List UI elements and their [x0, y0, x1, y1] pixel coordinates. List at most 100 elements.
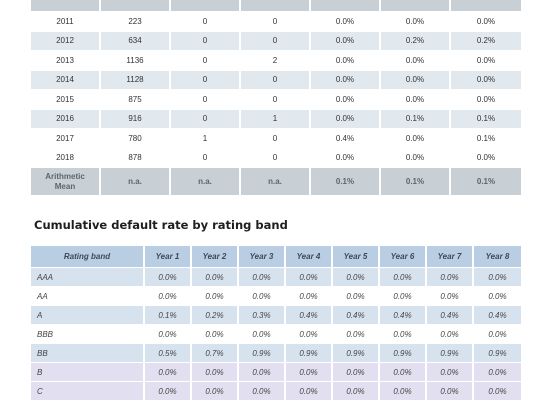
rate-cell: 0.0%	[239, 382, 286, 401]
count-cell: 916	[101, 109, 171, 129]
rating-band-cell: BBB	[31, 325, 145, 344]
rate-cell: 0.0%	[239, 363, 286, 382]
rate-cell: 0.0%	[474, 287, 521, 306]
rate-cell: 0.0%	[311, 148, 381, 168]
table-row: 2016 916 0 1 0.0% 0.1% 0.1%	[31, 109, 521, 129]
table-row: AA 0.0% 0.0% 0.0% 0.0% 0.0% 0.0% 0.0% 0.…	[31, 287, 521, 306]
rate-cell: 0.0%	[286, 268, 333, 287]
count-cell: 223	[101, 12, 171, 32]
table-row: C 0.0% 0.0% 0.0% 0.0% 0.0% 0.0% 0.0% 0.0…	[31, 382, 521, 401]
rate-cell: 0.4%	[380, 306, 427, 325]
rate-cell: 0.9%	[474, 344, 521, 363]
arithmetic-mean-row: Arithmetic Mean n.a. n.a. n.a. 0.1% 0.1%…	[31, 168, 521, 196]
rate-cell: 0.3%	[239, 306, 286, 325]
rate-cell: 0.0%	[192, 325, 239, 344]
column-header-year-6: Year 6	[380, 246, 427, 268]
rate-cell: 0.0%	[381, 51, 451, 71]
value-cell: 0	[171, 109, 241, 129]
rate-cell: 0.0%	[451, 90, 521, 110]
count-cell: 878	[101, 148, 171, 168]
table-row: 2011 223 0 0 0.0% 0.0% 0.0%	[31, 12, 521, 32]
rate-cell: 0.9%	[427, 344, 474, 363]
table-row: AAA 0.0% 0.0% 0.0% 0.0% 0.0% 0.0% 0.0% 0…	[31, 268, 521, 287]
rating-band-cell: BB	[31, 344, 145, 363]
rate-cell: 0.0%	[239, 268, 286, 287]
table-row: 2012 634 0 0 0.0% 0.2% 0.2%	[31, 31, 521, 51]
rate-cell: 0.0%	[427, 363, 474, 382]
year-cell: 2014	[31, 70, 101, 90]
rate-cell: 0.1%	[451, 129, 521, 149]
table-row: BB 0.5% 0.7% 0.9% 0.9% 0.9% 0.9% 0.9% 0.…	[31, 344, 521, 363]
year-cell: 2011	[31, 12, 101, 32]
rate-cell: 0.5%	[145, 344, 192, 363]
rate-cell: 0.0%	[451, 70, 521, 90]
rate-cell: 0.0%	[451, 51, 521, 71]
value-cell: 0	[171, 90, 241, 110]
mean-label-line1: Arithmetic	[45, 171, 85, 181]
value-cell: 0	[171, 51, 241, 71]
rate-cell: 0.2%	[381, 31, 451, 51]
rate-cell: 0.0%	[380, 382, 427, 401]
rate-cell: 0.0%	[451, 148, 521, 168]
rate-cell: 0.0%	[286, 287, 333, 306]
rate-cell: 0.1%	[451, 109, 521, 129]
rate-cell: 0.4%	[286, 306, 333, 325]
rate-cell: 0.9%	[239, 344, 286, 363]
rate-cell: 0.0%	[192, 363, 239, 382]
rate-cell: 0.0%	[311, 70, 381, 90]
value-cell: 0	[241, 12, 311, 32]
rate-cell: 0.0%	[192, 287, 239, 306]
rate-cell: 0.0%	[333, 268, 380, 287]
year-cell: 2015	[31, 90, 101, 110]
rate-cell: 0.7%	[192, 344, 239, 363]
table-row: 2015 875 0 0 0.0% 0.0% 0.0%	[31, 90, 521, 110]
column-header-year-1: Year 1	[145, 246, 192, 268]
count-cell: 1136	[101, 51, 171, 71]
mean-cell: 0.1%	[381, 168, 451, 196]
column-header-year-5: Year 5	[333, 246, 380, 268]
table-row: 2013 1136 0 2 0.0% 0.0% 0.0%	[31, 51, 521, 71]
rate-cell: 0.0%	[427, 325, 474, 344]
rate-cell: 0.4%	[474, 306, 521, 325]
rate-cell: 0.0%	[286, 382, 333, 401]
section-title: Cumulative default rate by rating band	[34, 218, 288, 232]
rating-band-cell: AAA	[31, 268, 145, 287]
rate-cell: 0.0%	[333, 287, 380, 306]
column-header-year-4: Year 4	[286, 246, 333, 268]
value-cell: 0	[241, 70, 311, 90]
value-cell: 0	[241, 31, 311, 51]
value-cell: 0	[171, 31, 241, 51]
rate-cell: 0.0%	[380, 325, 427, 344]
count-cell: 634	[101, 31, 171, 51]
rate-cell: 0.0%	[311, 109, 381, 129]
value-cell: 1	[241, 109, 311, 129]
rate-cell: 0.9%	[333, 344, 380, 363]
rating-band-cell: B	[31, 363, 145, 382]
value-cell: 1	[171, 129, 241, 149]
rating-band-table: Rating band Year 1 Year 2 Year 3 Year 4 …	[31, 246, 521, 401]
rating-band-cell: AA	[31, 287, 145, 306]
column-header-year-3: Year 3	[239, 246, 286, 268]
rate-cell: 0.0%	[474, 268, 521, 287]
year-cell: 2013	[31, 51, 101, 71]
value-cell: 0	[171, 12, 241, 32]
mean-label-line2: Mean	[54, 181, 76, 191]
rate-cell: 0.0%	[474, 363, 521, 382]
mean-cell: 0.1%	[311, 168, 381, 196]
table-header-row: Rating band Year 1 Year 2 Year 3 Year 4 …	[31, 246, 521, 268]
value-cell: 0	[241, 90, 311, 110]
rate-cell: 0.0%	[381, 12, 451, 32]
rate-cell: 0.0%	[311, 90, 381, 110]
rate-cell: 0.0%	[451, 12, 521, 32]
rate-cell: 0.9%	[286, 344, 333, 363]
column-header-year-8: Year 8	[474, 246, 521, 268]
rate-cell: 0.0%	[333, 382, 380, 401]
count-cell: 875	[101, 90, 171, 110]
rate-cell: 0.0%	[427, 268, 474, 287]
rate-cell: 0.0%	[239, 325, 286, 344]
rate-cell: 0.0%	[286, 325, 333, 344]
rate-cell: 0.0%	[381, 90, 451, 110]
rating-band-cell: C	[31, 382, 145, 401]
rate-cell: 0.0%	[474, 325, 521, 344]
rate-cell: 0.0%	[239, 287, 286, 306]
